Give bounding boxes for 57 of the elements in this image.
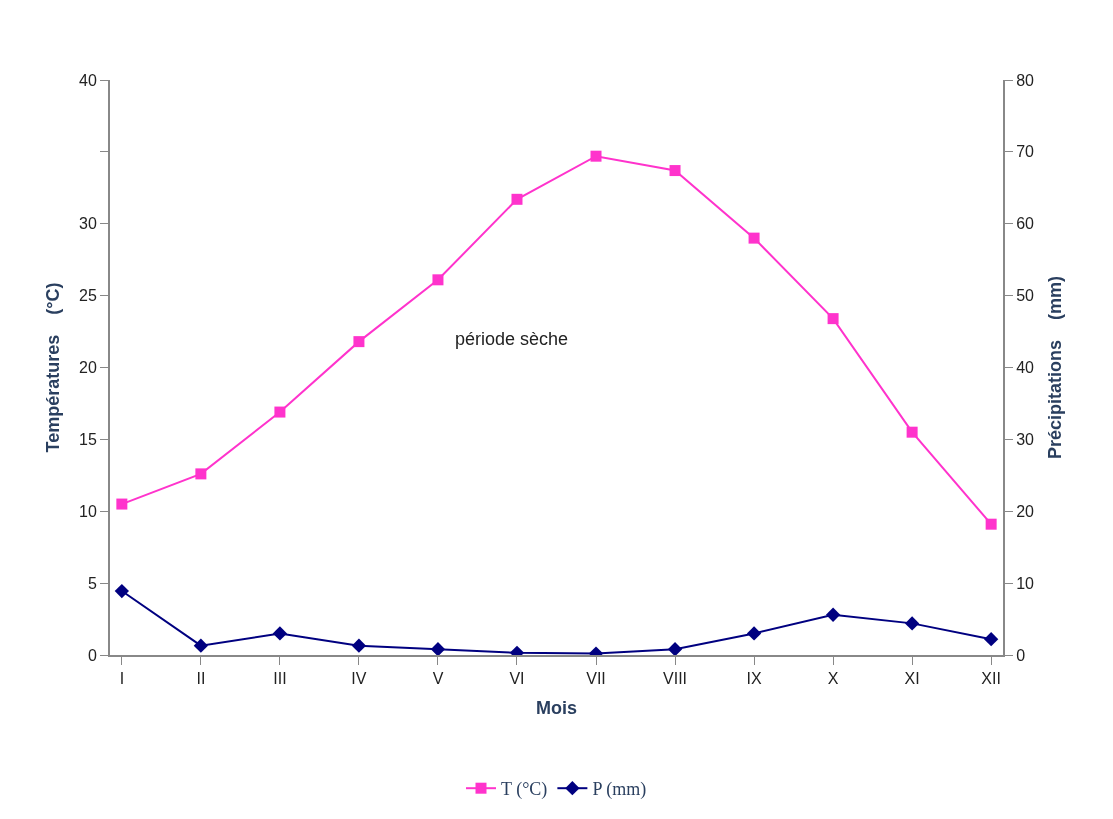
y2-tick-label: 30 <box>1016 430 1035 448</box>
y-tick-label: 5 <box>87 574 97 592</box>
point <box>116 498 128 510</box>
point <box>353 336 365 348</box>
x-tick-label: XI <box>904 670 920 688</box>
y-tick-label: 25 <box>79 287 97 305</box>
y2-tick-label: 50 <box>1016 287 1035 305</box>
y-tick-label: 30 <box>79 215 97 233</box>
y-axis-title: Températures (°C) <box>42 282 63 453</box>
y-tick-label: 20 <box>79 359 97 377</box>
point <box>667 642 683 655</box>
y2-tick-label: 10 <box>1016 574 1035 592</box>
point <box>114 583 129 599</box>
x-tick-label: XII <box>981 670 1001 688</box>
y-tick-label: 40 <box>79 71 97 89</box>
y2-tick-label: 40 <box>1016 359 1035 377</box>
y2-tick-label: 0 <box>1016 646 1026 664</box>
y-tick-label: 15 <box>79 430 97 448</box>
x-tick-label: X <box>827 670 839 688</box>
point <box>195 468 207 480</box>
y-tick-label: 10 <box>79 502 97 520</box>
point <box>906 426 918 438</box>
point <box>825 607 841 622</box>
x-tick-label: IV <box>351 670 367 688</box>
point <box>274 406 286 418</box>
point <box>984 632 999 647</box>
point <box>193 638 209 653</box>
point <box>511 193 523 205</box>
point <box>746 626 762 641</box>
point <box>748 232 760 244</box>
point <box>430 642 446 655</box>
point <box>827 313 839 325</box>
point <box>432 274 444 286</box>
x-tick-label: I <box>119 670 125 688</box>
point <box>669 165 681 177</box>
x-tick-label: III <box>273 670 287 688</box>
y-tick-label: 0 <box>87 646 97 664</box>
point <box>351 638 367 653</box>
point <box>985 518 997 530</box>
y2-axis-title: Précipitations (mm) <box>1044 275 1065 460</box>
legend-label: T (°C) <box>501 779 548 801</box>
point <box>904 616 920 631</box>
x-tick-label: VII <box>586 670 606 688</box>
y2-tick-label: 80 <box>1016 71 1035 89</box>
point <box>272 626 288 641</box>
x-tick-label: V <box>432 670 444 688</box>
y2-tick-label: 60 <box>1016 215 1035 233</box>
x-tick-label: VIII <box>663 670 688 688</box>
x-axis-title: Mois <box>535 697 578 718</box>
point <box>590 150 602 162</box>
x-tick-label: IX <box>746 670 762 688</box>
y2-tick-label: 70 <box>1016 143 1035 161</box>
x-tick-label: VI <box>509 670 525 688</box>
y2-tick-label: 20 <box>1016 502 1035 520</box>
legend-label: P (mm) <box>592 779 647 801</box>
annotation: période sèche <box>455 329 569 349</box>
x-tick-label: II <box>196 670 206 688</box>
